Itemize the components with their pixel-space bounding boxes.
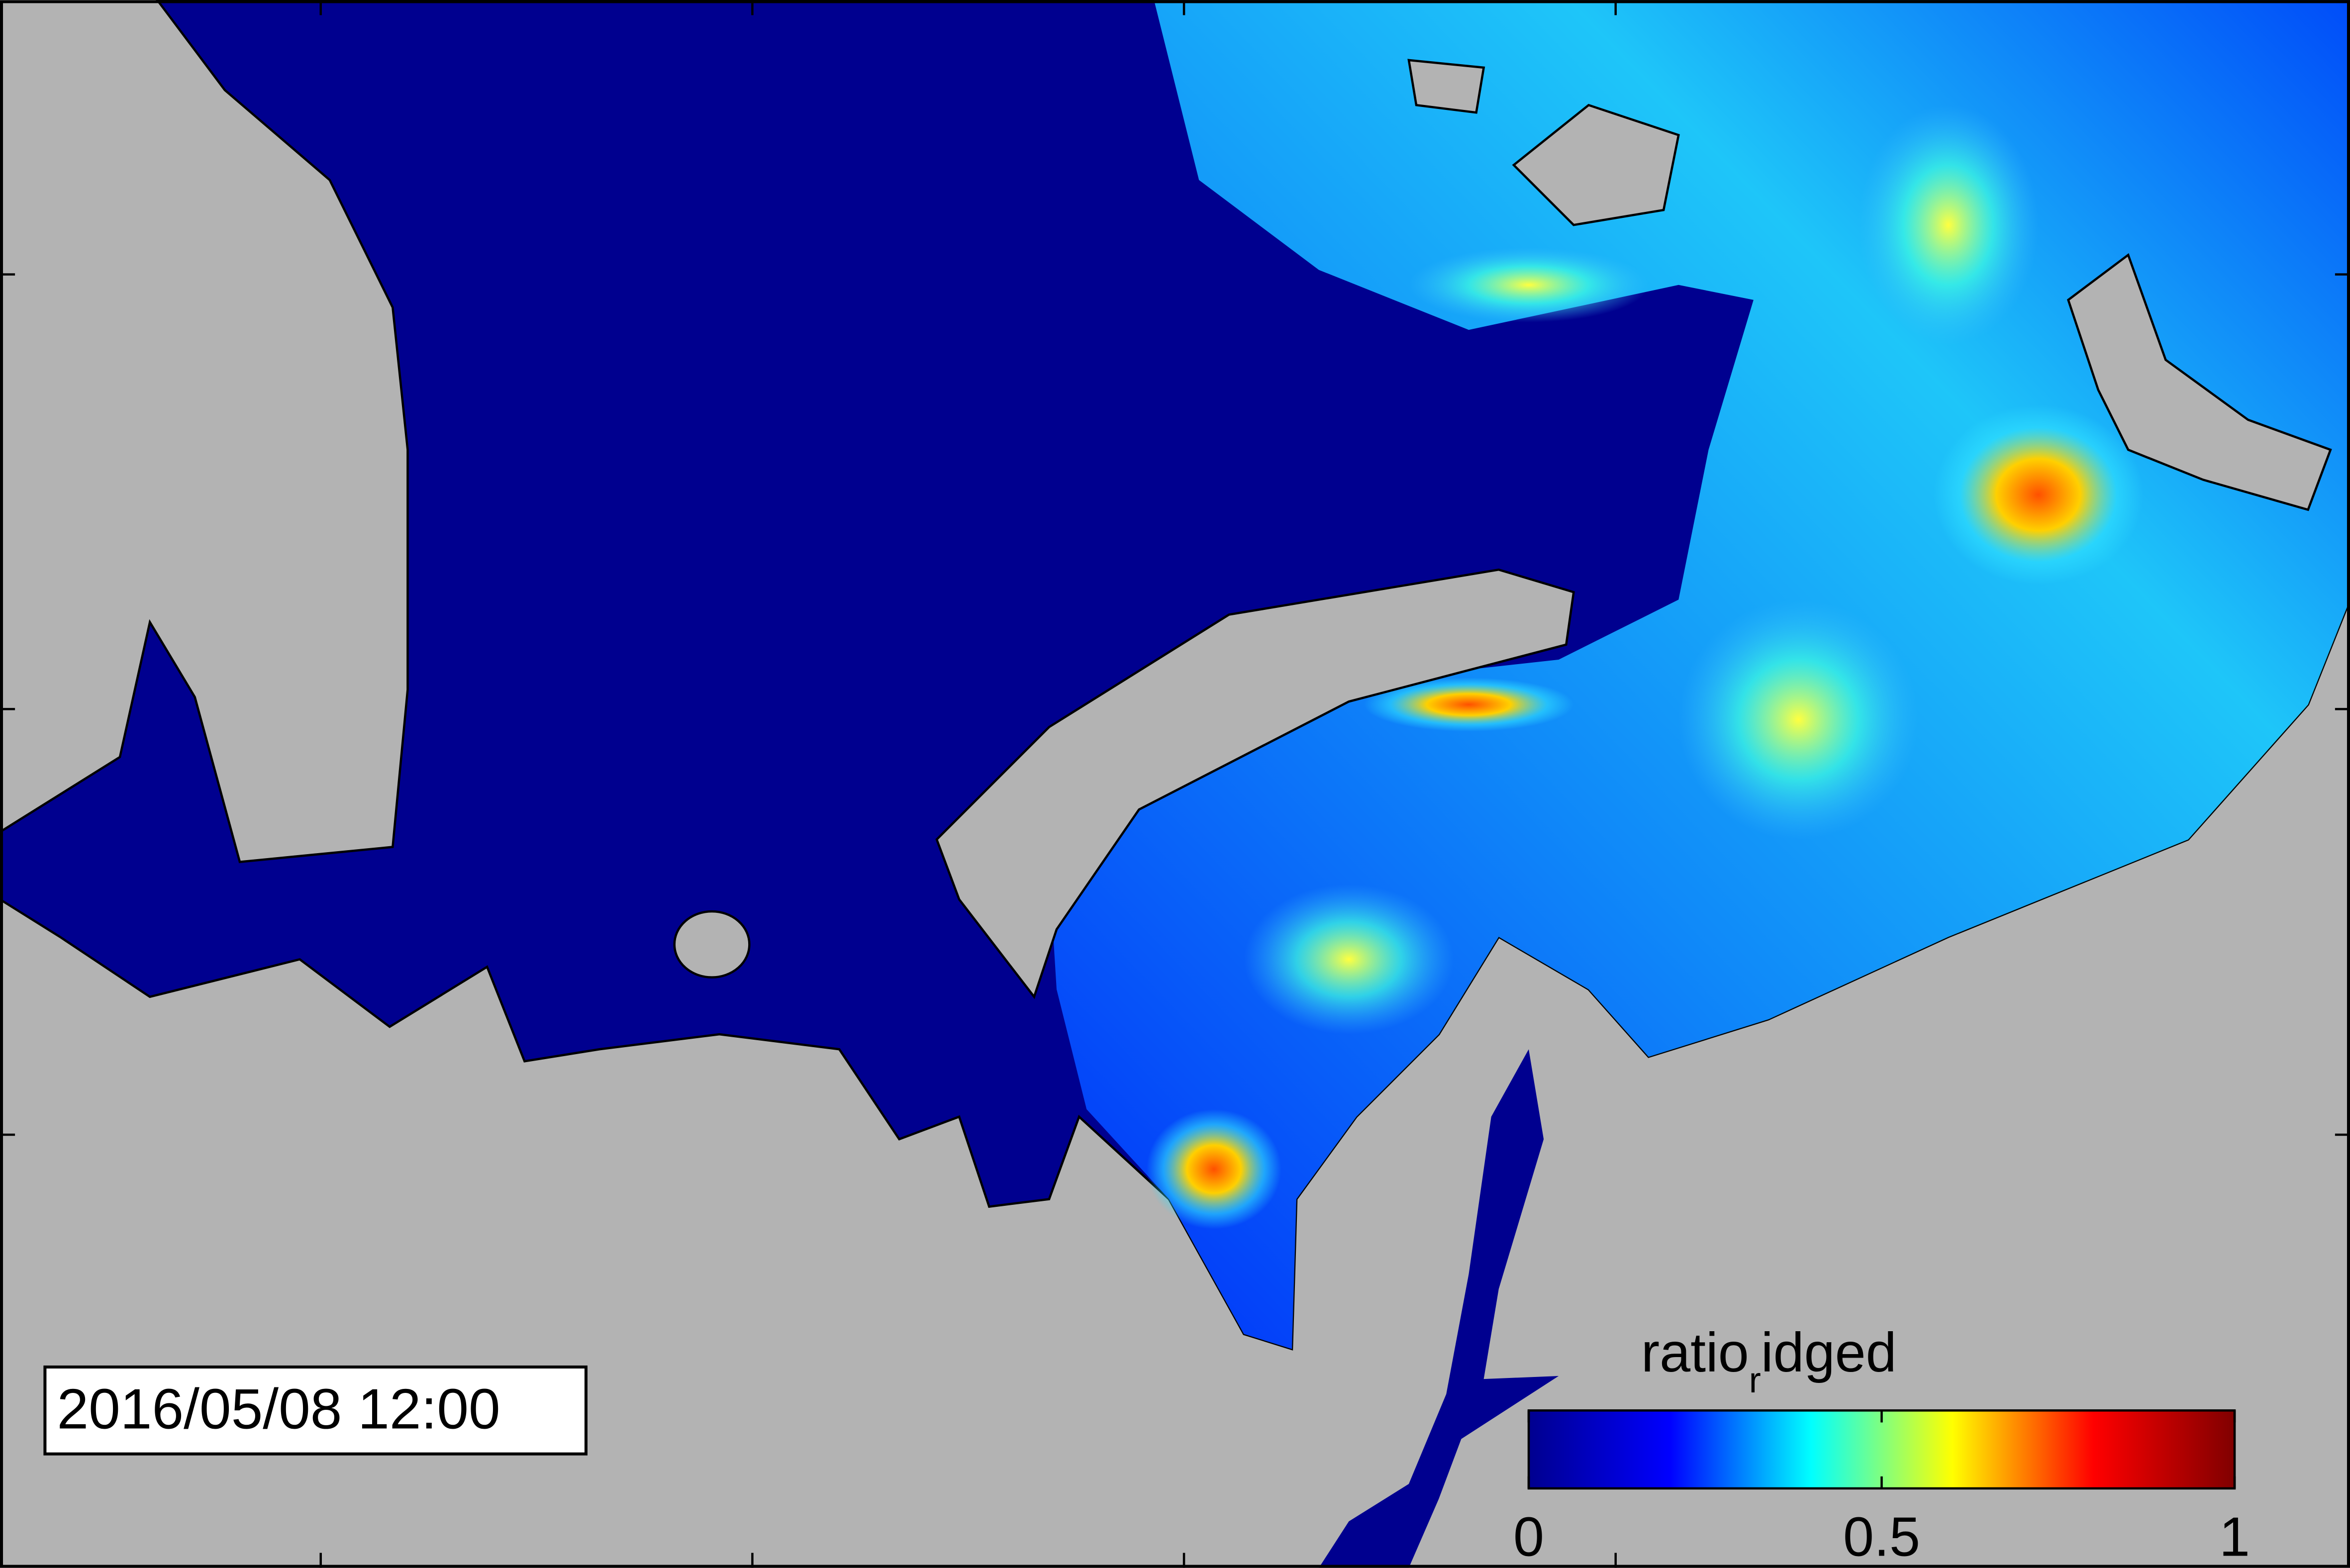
colorbar-title: ratioridged: [1641, 1321, 1897, 1400]
island: [1407, 59, 1485, 114]
ridged-ice-patch: [1146, 1109, 1281, 1229]
colorbar-title-subscript: r: [1749, 1361, 1761, 1400]
colorbar-tick-label: 0: [1513, 1506, 1544, 1568]
ridged-ice-patch: [1364, 678, 1574, 732]
colorbar-title-main: ratio: [1641, 1321, 1749, 1383]
peninsula: [935, 568, 1575, 999]
island: [1512, 103, 1680, 226]
island: [2066, 253, 2332, 511]
colorbar: [1527, 1409, 2236, 1490]
ridged-ice-patch: [1933, 404, 2144, 585]
ridged-ice-patch: [1678, 599, 1919, 840]
ridged-ice-patch: [1244, 884, 1454, 1035]
river-channel: [1319, 1049, 1559, 1568]
ridged-ice-patch: [1408, 247, 1649, 323]
colorbar-ticks: 0 0.5 1: [1513, 1410, 2250, 1568]
colorbar-title-rest: idged: [1761, 1321, 1897, 1383]
colorbar-tick-label: 0.5: [1843, 1506, 1920, 1568]
timestamp-box: [43, 1365, 588, 1456]
ridged-ice-patch: [1858, 105, 2039, 345]
timestamp: 2016/05/08 12:00: [57, 1377, 500, 1441]
colorbar-tick-label: 1: [2219, 1506, 2250, 1568]
island: [673, 910, 751, 979]
